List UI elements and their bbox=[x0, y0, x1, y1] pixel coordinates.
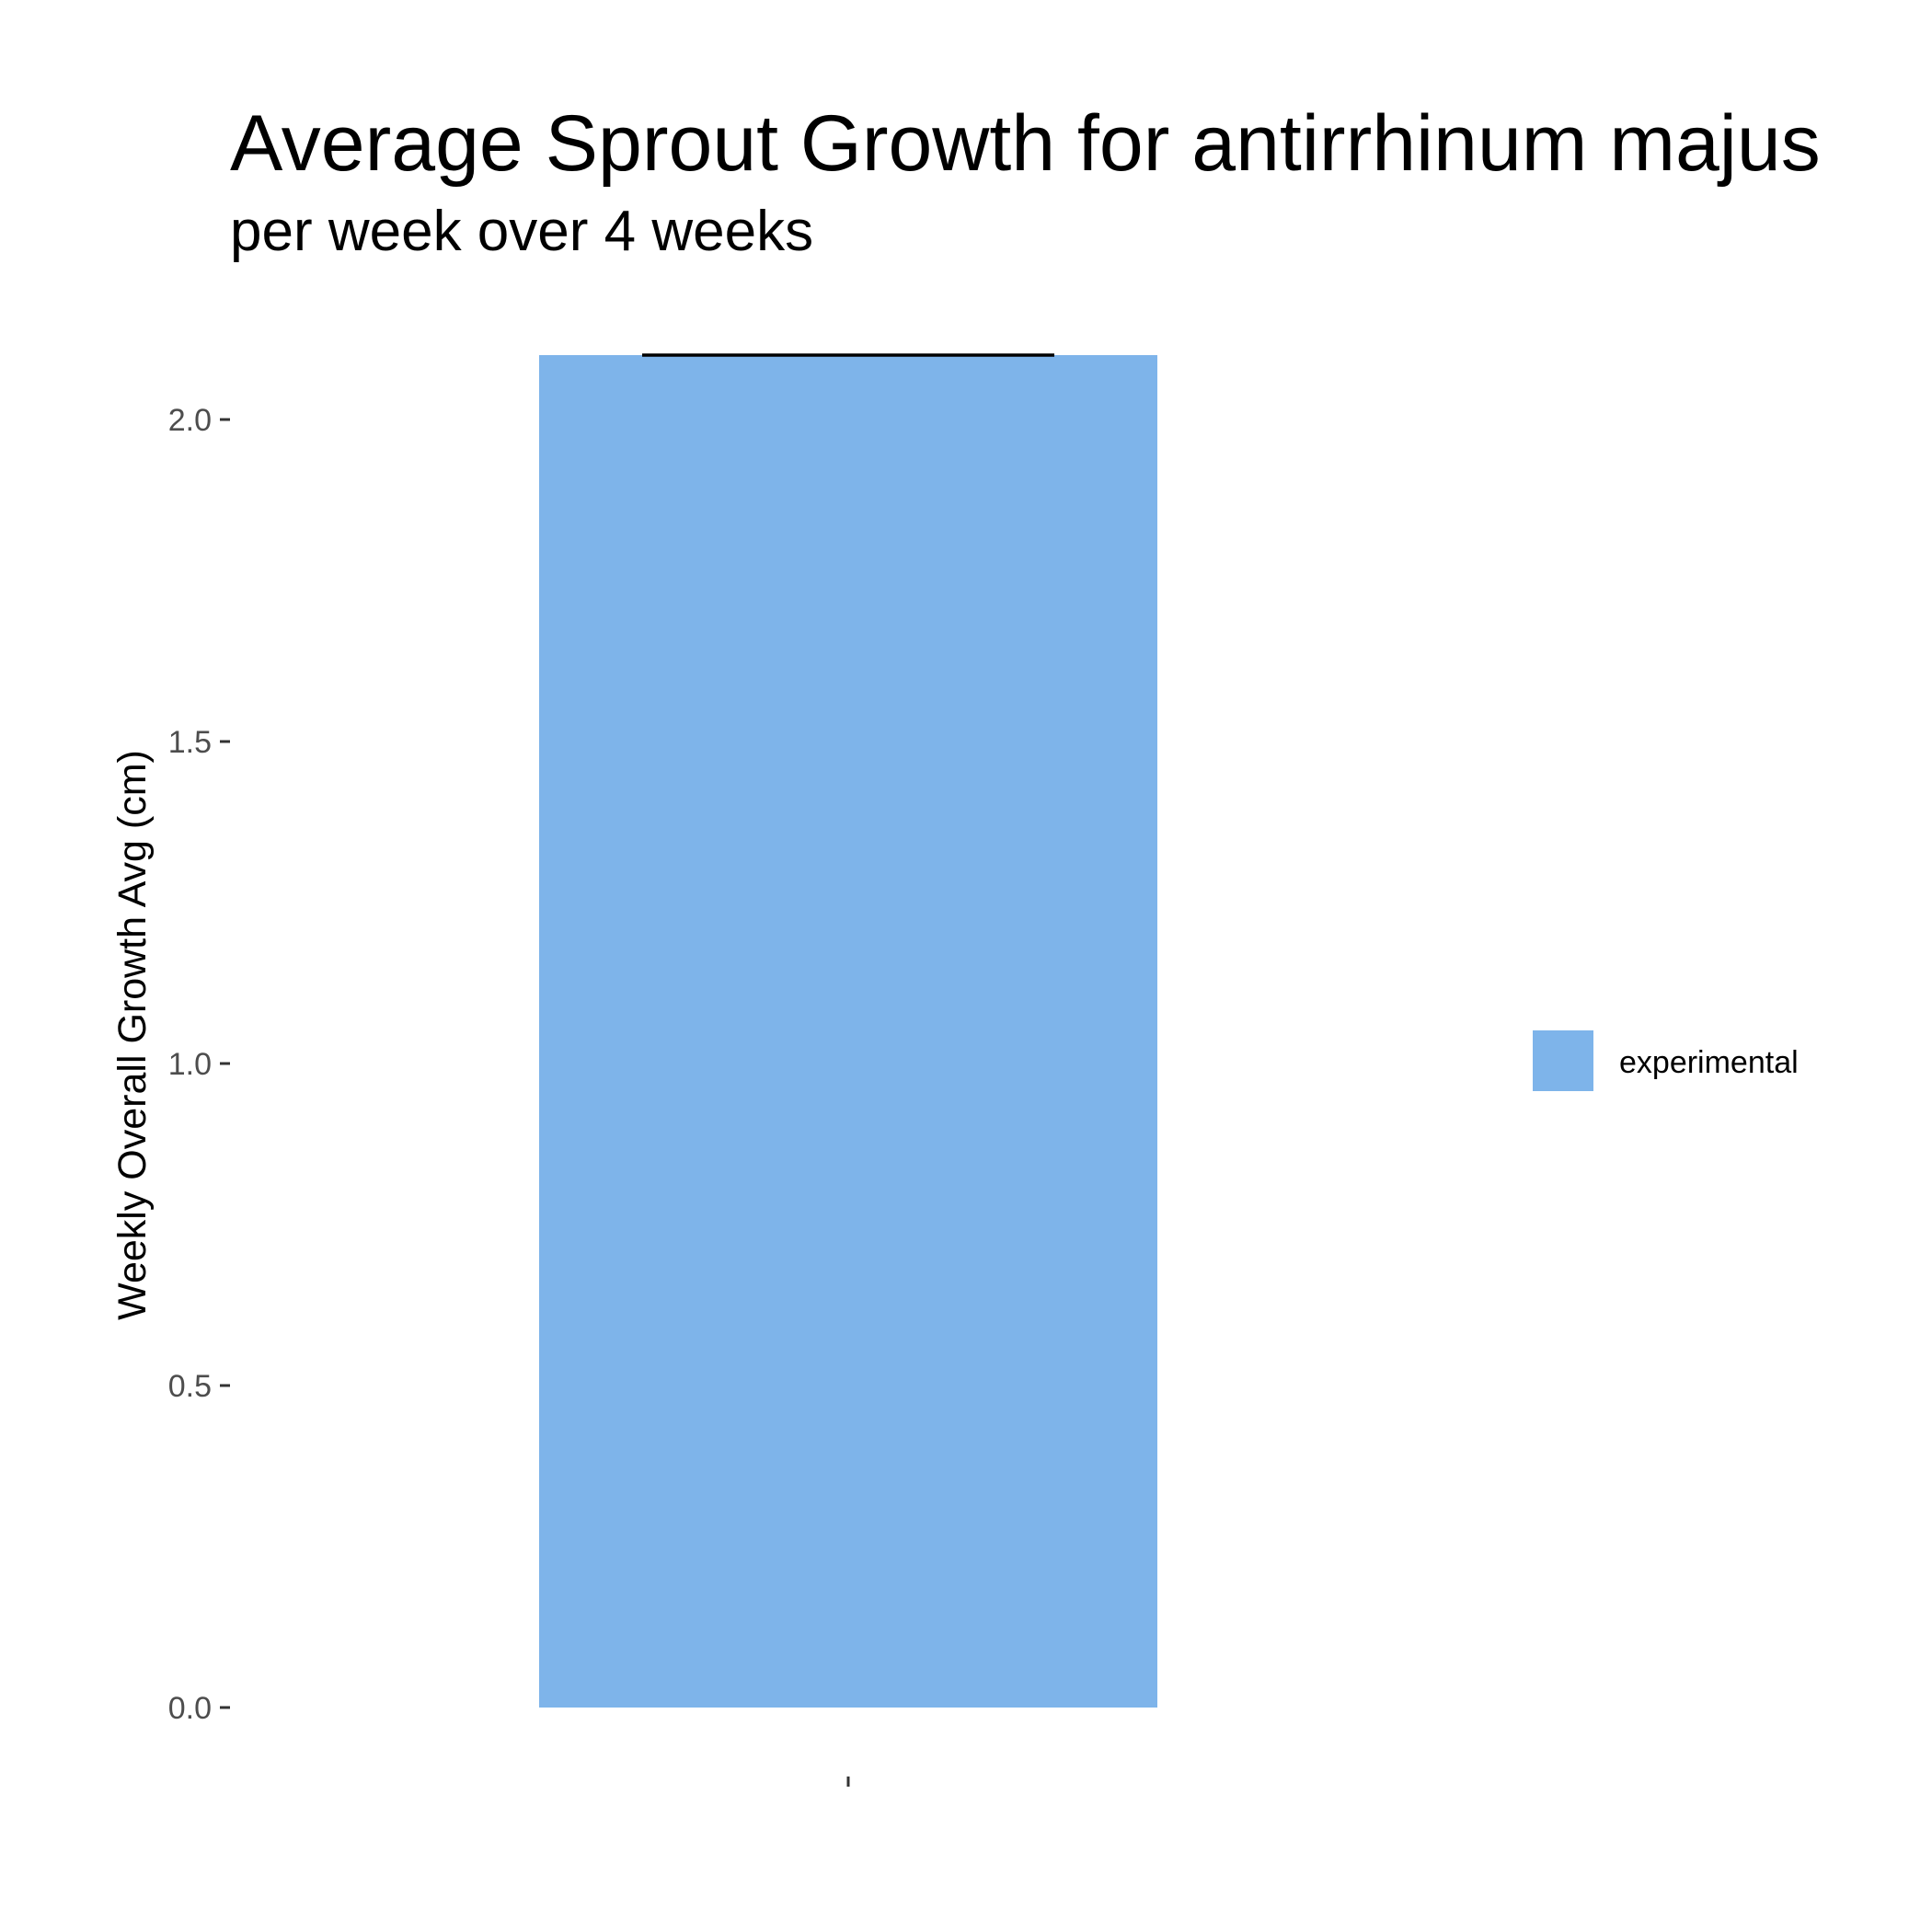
legend: experimental bbox=[1533, 1030, 1799, 1091]
chart-subtitle: per week over 4 weeks bbox=[230, 200, 813, 263]
y-axis: 0.0 0.5 1.0 1.5 2.0 bbox=[168, 403, 230, 1726]
y-tick-label: 0.0 bbox=[168, 1691, 212, 1726]
legend-key-experimental bbox=[1533, 1030, 1593, 1091]
y-axis-title: Weekly Overall Growth Avg (cm) bbox=[110, 750, 155, 1320]
bars bbox=[539, 355, 1157, 1708]
legend-label-experimental: experimental bbox=[1619, 1045, 1799, 1080]
y-tick-label: 2.0 bbox=[168, 403, 212, 438]
bar bbox=[539, 355, 1157, 1708]
y-tick-label: 1.0 bbox=[168, 1047, 212, 1082]
y-tick-label: 1.5 bbox=[168, 725, 212, 760]
chart-title: Average Sprout Growth for antirrhinum ma… bbox=[230, 99, 1821, 188]
y-tick-label: 0.5 bbox=[168, 1369, 212, 1404]
